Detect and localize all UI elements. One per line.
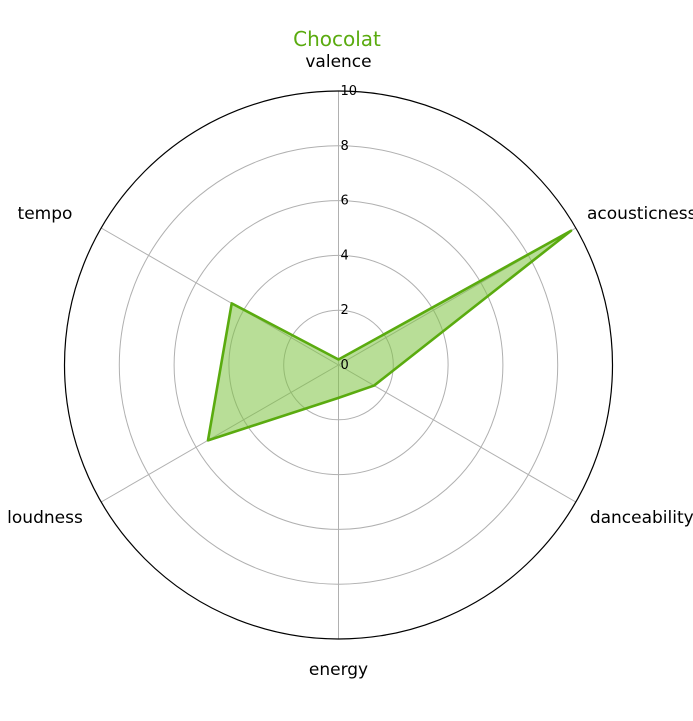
outer-ring <box>63 90 614 640</box>
series-area <box>206 229 573 442</box>
axis-label-loudness: loudness <box>7 508 83 528</box>
r-tick-label: 8 <box>341 139 349 154</box>
axis-label-acousticness: acousticness <box>587 204 693 224</box>
r-tick-label: 10 <box>341 84 358 99</box>
axis-label-danceability: danceability <box>590 508 693 528</box>
axis-label-valence: valence <box>305 52 371 72</box>
axis-label-energy: energy <box>309 660 368 680</box>
data-layer <box>206 229 573 442</box>
axis-label-tempo: tempo <box>18 204 73 224</box>
spoke-danceability <box>338 364 577 503</box>
r-tick-label: 6 <box>341 194 349 209</box>
grid-ring-8 <box>118 145 559 585</box>
grid-ring-6 <box>173 200 504 530</box>
r-tick-label: 4 <box>341 248 349 263</box>
r-tick-label: 0 <box>341 358 349 373</box>
r-tick-label: 2 <box>341 303 349 318</box>
label-layer: 0 2 4 6 8 10 valence acousticness danceability en… <box>7 52 693 680</box>
chart-title: Chocolat <box>293 27 381 51</box>
